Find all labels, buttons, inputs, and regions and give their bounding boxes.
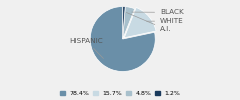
Text: BLACK: BLACK	[132, 9, 184, 15]
Text: A.I.: A.I.	[126, 12, 172, 32]
Wedge shape	[123, 7, 135, 39]
Text: WHITE: WHITE	[147, 18, 184, 24]
Wedge shape	[123, 6, 125, 39]
Legend: 78.4%, 15.7%, 4.8%, 1.2%: 78.4%, 15.7%, 4.8%, 1.2%	[59, 90, 181, 97]
Wedge shape	[124, 8, 156, 38]
Wedge shape	[90, 6, 155, 71]
Text: HISPANIC: HISPANIC	[69, 38, 103, 58]
